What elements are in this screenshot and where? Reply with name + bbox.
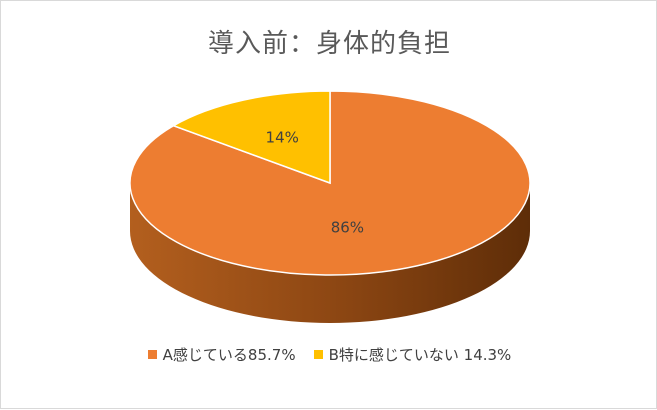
legend-item-b: B特に感じていない 14.3% bbox=[313, 344, 512, 365]
pie-side-wall bbox=[130, 183, 530, 323]
data-label-b: 14% bbox=[266, 128, 299, 146]
chart-title: 導入前：身体的負担 bbox=[207, 29, 451, 59]
legend-label-b: B特に感じていない 14.3% bbox=[328, 346, 512, 364]
pie-slice-b bbox=[171, 90, 331, 185]
legend-item-a: A感じている85.7% bbox=[147, 344, 296, 365]
legend-swatch-b bbox=[313, 350, 323, 359]
legend-swatch-a bbox=[147, 350, 157, 359]
data-label-a: 86% bbox=[331, 219, 364, 237]
legend: A感じている85.7% B特に感じていない 14.3% bbox=[1, 344, 657, 365]
legend-label-a: A感じている85.7% bbox=[162, 346, 296, 364]
